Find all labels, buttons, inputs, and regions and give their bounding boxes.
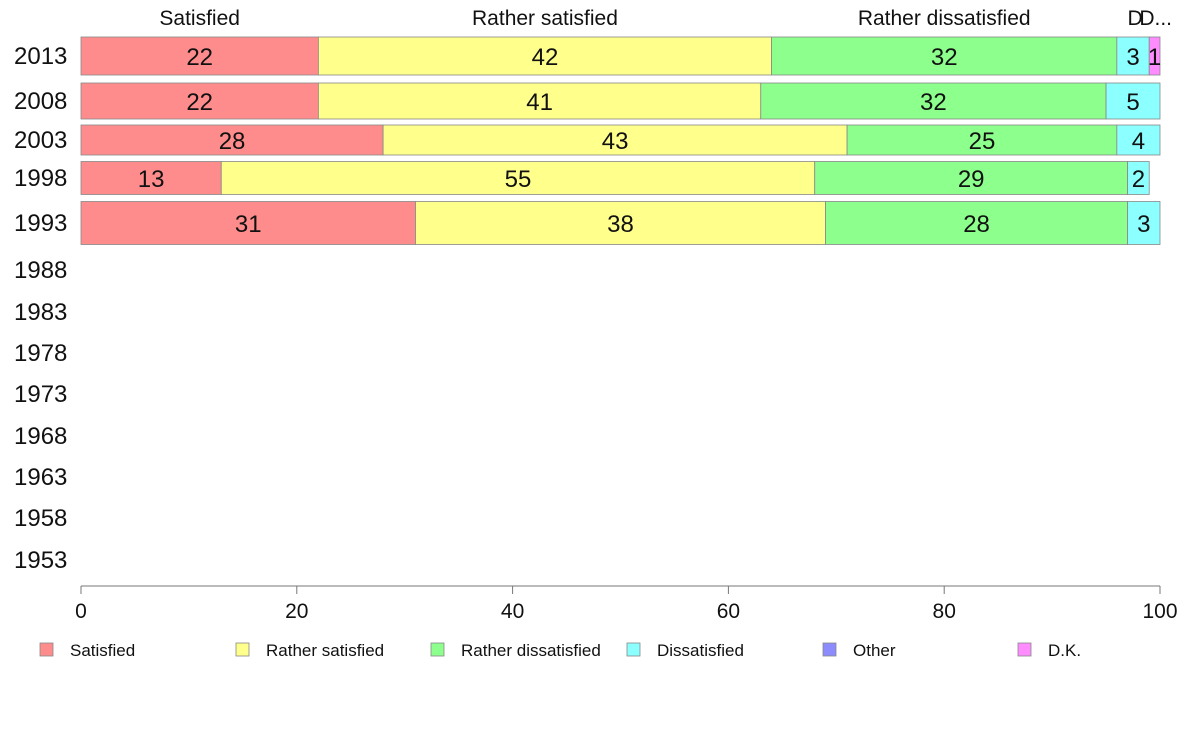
top-label-d-k-: D... <box>1139 7 1172 30</box>
year-label-2013: 2013 <box>14 43 67 70</box>
year-label-1983: 1983 <box>14 299 67 326</box>
legend-label-d-k-: D.K. <box>1048 641 1081 660</box>
year-label-1958: 1958 <box>14 505 67 532</box>
year-label-1988: 1988 <box>14 257 67 284</box>
year-label-1953: 1953 <box>14 547 67 574</box>
top-label-rather-dissatisfied: Rather dissatisfied <box>858 7 1031 30</box>
legend-swatch-rather-dissatisfied <box>430 642 445 657</box>
legend-label-satisfied: Satisfied <box>70 641 135 660</box>
year-label-1968: 1968 <box>14 423 67 450</box>
bar-2008-rather-dissatisfied <box>760 82 1107 120</box>
x-tick-label-20: 20 <box>285 600 308 623</box>
data-label-2003-rather-satisfied: 43 <box>602 128 629 155</box>
legend-swatch-rather-satisfied <box>235 642 250 657</box>
data-label-1993-satisfied: 31 <box>235 211 262 238</box>
year-label-2003: 2003 <box>14 127 67 154</box>
bar-2003-rather-satisfied <box>382 124 848 156</box>
bar-1993-rather-dissatisfied <box>825 201 1129 245</box>
bar-1998-rather-dissatisfied <box>814 161 1129 195</box>
year-label-1963: 1963 <box>14 464 67 491</box>
legend-label-rather-dissatisfied: Rather dissatisfied <box>461 641 601 660</box>
bar-2008-dissatisfied <box>1105 82 1161 120</box>
data-label-2003-satisfied: 28 <box>219 128 246 155</box>
data-label-1998-dissatisfied: 2 <box>1132 166 1145 193</box>
x-tick-label-40: 40 <box>501 600 524 623</box>
legend-label-other: Other <box>853 641 896 660</box>
data-label-2013-dissatisfied: 3 <box>1126 44 1139 71</box>
bar-2013-d-k- <box>1148 36 1161 76</box>
data-label-2013-satisfied: 22 <box>186 44 213 71</box>
bar-1998-satisfied <box>80 161 222 195</box>
bar-1998-dissatisfied <box>1127 161 1150 195</box>
bar-2013-rather-dissatisfied <box>771 36 1118 76</box>
bar-2008-satisfied <box>80 82 319 120</box>
data-label-1993-rather-dissatisfied: 28 <box>963 211 990 238</box>
data-label-2008-rather-dissatisfied: 32 <box>920 89 947 116</box>
year-label-1993: 1993 <box>14 210 67 237</box>
data-label-1993-dissatisfied: 3 <box>1137 211 1150 238</box>
bar-1993-rather-satisfied <box>415 201 826 245</box>
data-label-2003-dissatisfied: 4 <box>1132 128 1145 155</box>
year-label-2008: 2008 <box>14 88 67 115</box>
bar-1998-rather-satisfied <box>220 161 816 195</box>
bar-2013-satisfied <box>80 36 319 76</box>
data-label-2008-rather-satisfied: 41 <box>526 89 553 116</box>
data-label-1993-rather-satisfied: 38 <box>607 211 634 238</box>
legend-label-rather-satisfied: Rather satisfied <box>266 641 384 660</box>
data-label-2013-rather-satisfied: 42 <box>532 44 559 71</box>
legend-swatch-other <box>822 642 837 657</box>
data-label-2003-rather-dissatisfied: 25 <box>969 128 996 155</box>
legend-label-dissatisfied: Dissatisfied <box>657 641 744 660</box>
bar-1993-satisfied <box>80 201 416 245</box>
data-label-2013-rather-dissatisfied: 32 <box>931 44 958 71</box>
x-tick-label-80: 80 <box>933 600 956 623</box>
legend-swatch-satisfied <box>39 642 54 657</box>
data-label-2008-dissatisfied: 5 <box>1126 89 1139 116</box>
x-tick-label-100: 100 <box>1142 600 1177 623</box>
data-label-1998-rather-satisfied: 55 <box>505 166 532 193</box>
legend-swatch-dissatisfied <box>626 642 641 657</box>
bar-1993-dissatisfied <box>1127 201 1161 245</box>
bar-2013-rather-satisfied <box>317 36 772 76</box>
year-label-1978: 1978 <box>14 340 67 367</box>
data-label-1998-rather-dissatisfied: 29 <box>958 166 985 193</box>
year-label-1973: 1973 <box>14 381 67 408</box>
year-label-1998: 1998 <box>14 165 67 192</box>
x-tick-label-0: 0 <box>75 600 87 623</box>
bar-2003-dissatisfied <box>1116 124 1161 156</box>
data-label-2008-satisfied: 22 <box>186 89 213 116</box>
bar-2003-rather-dissatisfied <box>846 124 1118 156</box>
bar-2003-satisfied <box>80 124 384 156</box>
data-label-2013-d-k-: 1 <box>1148 44 1161 71</box>
top-label-rather-satisfied: Rather satisfied <box>472 7 618 30</box>
bar-2008-rather-satisfied <box>317 82 762 120</box>
top-label-dissatisfied: D <box>1127 7 1142 30</box>
x-tick-label-60: 60 <box>717 600 740 623</box>
top-label-satisfied: Satisfied <box>159 7 240 30</box>
data-label-1998-satisfied: 13 <box>138 166 165 193</box>
legend-swatch-d-k- <box>1017 642 1032 657</box>
